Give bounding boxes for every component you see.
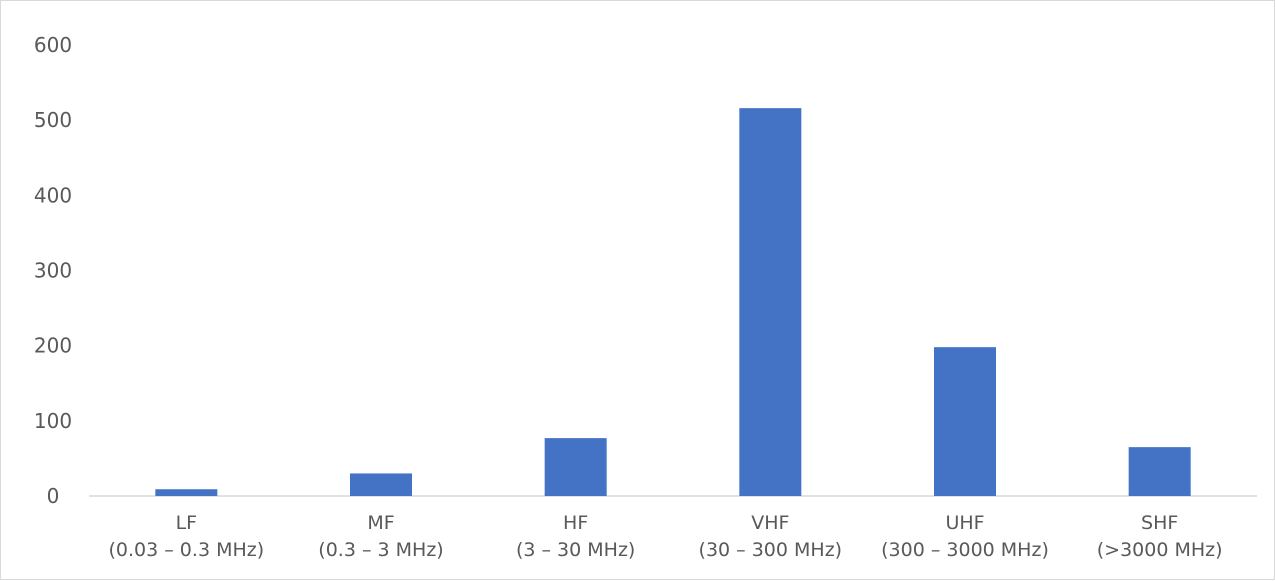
bar-mf	[350, 473, 412, 496]
category-label: LF	[176, 512, 198, 534]
category-range-label: (300 – 3000 MHz)	[881, 539, 1049, 561]
category-label: UHF	[945, 512, 984, 534]
category-label: SHF	[1141, 512, 1178, 534]
category-range-label: (0.03 – 0.3 MHz)	[109, 539, 265, 561]
bar-vhf	[739, 108, 802, 496]
bar-uhf	[934, 347, 996, 496]
y-tick-label: 0	[47, 484, 60, 508]
category-range-label: (30 – 300 MHz)	[699, 539, 843, 561]
y-tick-label: 500	[34, 108, 72, 132]
y-tick-label: 100	[34, 409, 72, 433]
y-tick-label: 200	[34, 334, 72, 358]
y-tick-label: 400	[34, 183, 72, 207]
category-range-label: (0.3 – 3 MHz)	[318, 539, 443, 561]
bar-shf	[1128, 447, 1191, 496]
y-tick-label: 300	[34, 259, 72, 283]
category-range-label: (>3000 MHz)	[1097, 539, 1223, 561]
bar-hf	[544, 438, 607, 496]
category-label: HF	[563, 512, 588, 534]
category-label: MF	[367, 512, 394, 534]
category-range-label: (3 – 30 MHz)	[516, 539, 635, 561]
bar-lf	[155, 489, 218, 496]
category-label: VHF	[751, 512, 789, 534]
y-tick-label: 600	[34, 33, 72, 57]
